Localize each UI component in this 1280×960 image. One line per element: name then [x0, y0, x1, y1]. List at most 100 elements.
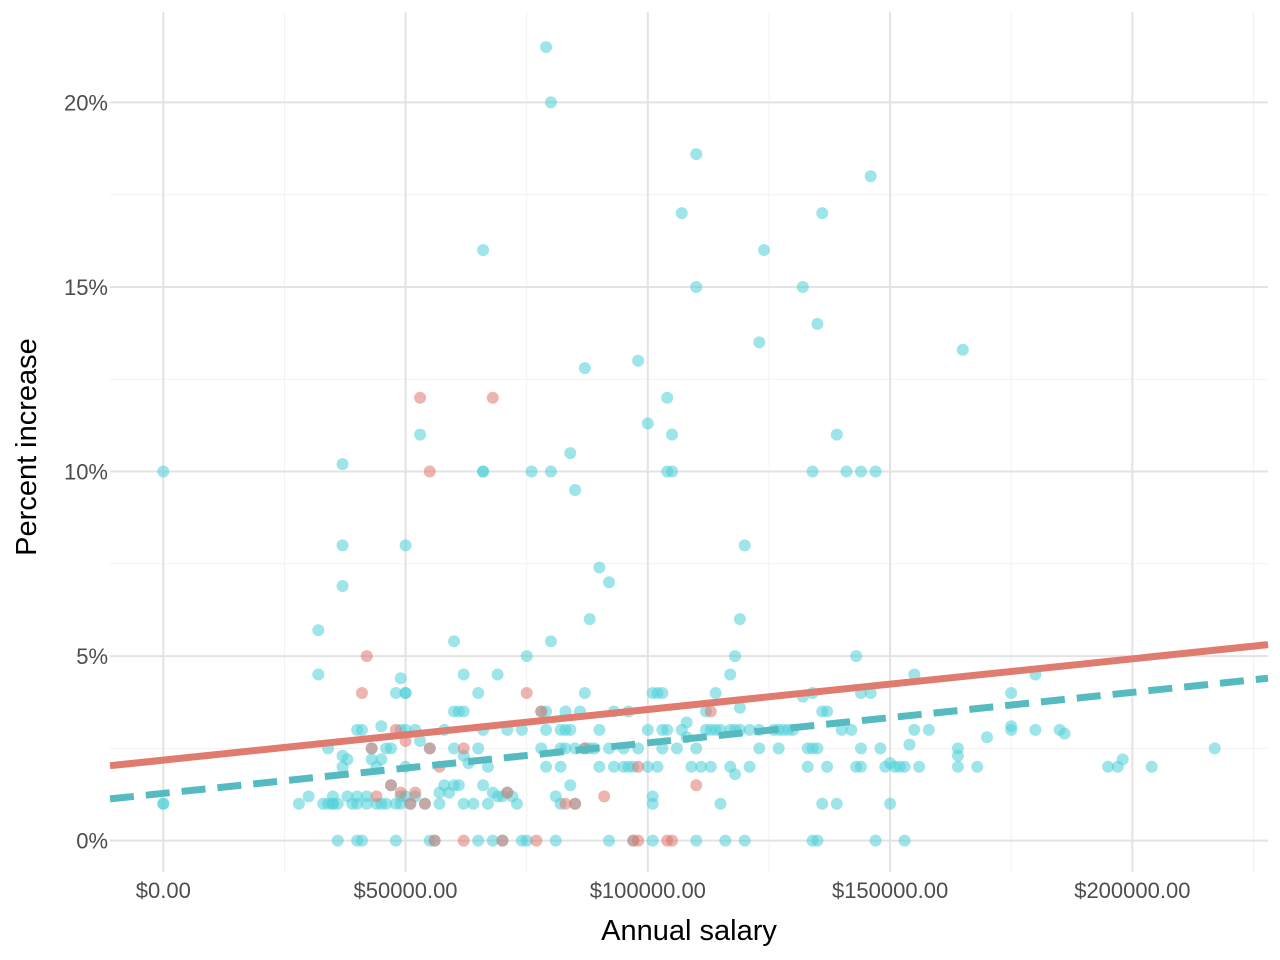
data-point: [864, 170, 877, 183]
data-point: [680, 716, 693, 729]
data-point: [709, 686, 722, 699]
data-point: [336, 579, 349, 592]
data-point: [641, 417, 654, 430]
data-point: [811, 834, 824, 847]
data-point: [472, 742, 485, 755]
dashed-trend-line: [109, 674, 1269, 803]
data-point: [1102, 760, 1115, 773]
x-tick-label: $100000.00: [590, 878, 706, 903]
data-point: [670, 742, 683, 755]
x-tick-label: $150000.00: [832, 878, 948, 903]
y-tick-label: 20%: [64, 90, 108, 115]
data-point: [540, 760, 553, 773]
data-point: [448, 742, 461, 755]
data-point: [816, 797, 829, 810]
data-point: [404, 797, 417, 810]
data-point: [157, 797, 170, 810]
data-point: [569, 797, 582, 810]
data-point: [690, 742, 703, 755]
data-point: [685, 760, 698, 773]
data-point: [821, 705, 834, 718]
data-point: [583, 613, 596, 626]
data-point: [394, 672, 407, 685]
data-point: [743, 760, 756, 773]
data-point: [801, 760, 814, 773]
data-point: [351, 797, 364, 810]
data-point: [922, 723, 935, 736]
minor-gridlines: [110, 12, 1268, 872]
data-point: [515, 723, 528, 736]
data-point: [641, 760, 654, 773]
data-point: [690, 148, 703, 161]
data-point: [855, 742, 868, 755]
data-point: [360, 797, 373, 810]
x-axis-title: Annual salary: [601, 915, 777, 947]
data-point: [544, 635, 557, 648]
data-point: [336, 539, 349, 552]
data-point: [632, 354, 645, 367]
data-point: [292, 797, 305, 810]
data-point: [646, 834, 659, 847]
data-point: [578, 686, 591, 699]
data-point: [394, 786, 407, 799]
data-point: [302, 790, 315, 803]
data-point: [569, 483, 582, 496]
data-point: [477, 779, 490, 792]
data-point: [796, 280, 809, 293]
data-point: [375, 753, 388, 766]
data-point: [855, 760, 868, 773]
data-point: [1145, 760, 1158, 773]
data-point: [472, 686, 485, 699]
data-point: [738, 539, 751, 552]
data-point: [1208, 742, 1221, 755]
data-point: [666, 834, 679, 847]
data-point: [951, 760, 964, 773]
x-tick-label: $0.00: [136, 878, 191, 903]
data-point: [806, 465, 819, 478]
data-point: [452, 779, 465, 792]
data-point: [690, 779, 703, 792]
data-point: [1029, 723, 1042, 736]
x-tick-label: $50000.00: [354, 878, 458, 903]
data-point: [399, 686, 412, 699]
data-point: [385, 779, 398, 792]
data-point: [898, 834, 911, 847]
data-point: [738, 834, 751, 847]
data-point: [855, 465, 868, 478]
data-point: [830, 797, 843, 810]
data-point: [729, 650, 742, 663]
data-point: [733, 613, 746, 626]
y-axis-title: Percent increase: [11, 338, 43, 556]
data-point: [772, 742, 785, 755]
trend-lines: [109, 641, 1269, 803]
data-point: [971, 760, 984, 773]
data-point: [389, 686, 402, 699]
data-point: [312, 668, 325, 681]
y-tick-label: 15%: [64, 275, 108, 300]
data-point: [656, 742, 669, 755]
data-point: [593, 561, 606, 574]
data-point: [869, 465, 882, 478]
data-point: [530, 834, 543, 847]
y-tick-label: 10%: [64, 460, 108, 485]
data-point: [414, 428, 427, 441]
data-point: [457, 834, 470, 847]
data-point: [457, 705, 470, 718]
data-point: [632, 760, 645, 773]
data-point: [365, 742, 378, 755]
major-gridlines: [110, 12, 1268, 872]
data-points: [157, 41, 1221, 847]
data-point: [1005, 723, 1018, 736]
data-point: [477, 244, 490, 257]
data-point: [496, 834, 509, 847]
data-point: [840, 465, 853, 478]
data-point: [675, 207, 688, 220]
data-point: [331, 834, 344, 847]
data-point: [520, 834, 533, 847]
data-point: [704, 705, 717, 718]
data-point: [520, 650, 533, 663]
data-point: [355, 834, 368, 847]
data-point: [869, 834, 882, 847]
data-point: [491, 668, 504, 681]
